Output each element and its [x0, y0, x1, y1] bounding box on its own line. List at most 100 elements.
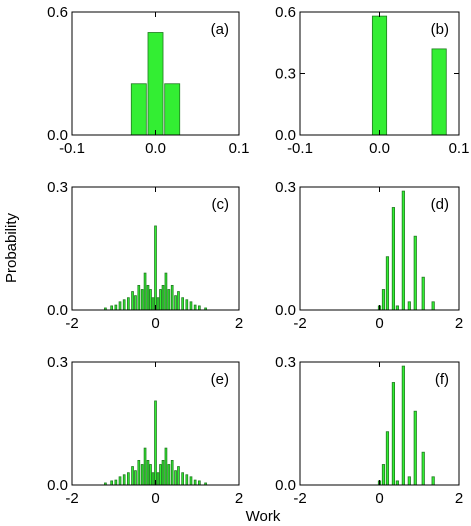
bar	[154, 225, 157, 311]
y-tick-label: 0.0	[47, 302, 68, 319]
bar	[185, 474, 189, 486]
bar	[177, 466, 180, 486]
bar	[161, 284, 165, 311]
bar	[391, 207, 396, 311]
bar	[114, 479, 118, 486]
x-tick-label: -2	[65, 490, 78, 507]
bar	[134, 295, 137, 311]
bar	[134, 470, 137, 486]
y-tick-label: 0.0	[47, 127, 68, 144]
bar	[189, 301, 193, 311]
x-tick-label: -2	[293, 490, 306, 507]
bar	[407, 301, 411, 311]
bar	[167, 464, 171, 486]
bar	[156, 297, 160, 311]
bar	[185, 299, 189, 311]
y-tick-label: 0.0	[275, 302, 296, 319]
panel-2: -2 0 2 0.0 0.3 (c)	[47, 179, 243, 332]
bar	[143, 447, 147, 486]
bar	[174, 295, 177, 311]
x-axis-title: Work	[246, 508, 281, 525]
x-tick-label: 0	[151, 315, 159, 332]
y-tick-label: 0.6	[47, 4, 68, 21]
x-tick-label: -2	[293, 315, 306, 332]
bar	[118, 301, 122, 311]
x-tick-label: 0	[375, 315, 383, 332]
panel-label: (d)	[431, 196, 449, 213]
panel-label: (f)	[435, 371, 449, 388]
bar	[413, 235, 417, 311]
bar	[197, 480, 201, 486]
bar	[140, 464, 144, 486]
x-tick-label: -0.1	[287, 140, 313, 157]
bar	[167, 289, 171, 311]
bar	[140, 289, 144, 311]
bar	[401, 190, 405, 311]
panel-label: (e)	[211, 371, 229, 388]
bar	[431, 48, 447, 136]
bar	[149, 464, 152, 486]
panel-4: -2 0 2 0.0 0.3 (e)	[47, 354, 243, 507]
x-tick-label: -2	[65, 315, 78, 332]
y-tick-label: 0.3	[275, 354, 296, 371]
bar	[170, 459, 174, 486]
y-tick-label: 0.3	[47, 179, 68, 196]
bar	[131, 291, 134, 311]
bar	[193, 304, 197, 311]
y-tick-label: 0.3	[275, 179, 296, 196]
bar	[401, 365, 405, 486]
x-tick-label: 2	[235, 315, 243, 332]
bar	[431, 301, 435, 311]
bar	[395, 305, 399, 311]
panel-label: (a)	[211, 21, 229, 38]
bar	[137, 459, 141, 486]
bar	[371, 15, 388, 136]
bar	[413, 410, 417, 486]
x-tick-label: 0.1	[229, 140, 250, 157]
bar	[174, 470, 177, 486]
bar	[154, 400, 157, 486]
x-tick-label: 0	[151, 490, 159, 507]
bar	[122, 299, 126, 311]
bar	[146, 459, 150, 486]
bar	[189, 476, 193, 486]
bar	[127, 472, 130, 486]
bar	[151, 472, 155, 486]
bar	[114, 304, 118, 311]
bar	[164, 83, 181, 136]
panels-group: -0.1 0.0 0.10.00.6(a)-0.1 0.0 0.10.00.30.6(b…	[47, 4, 469, 507]
bar	[170, 284, 174, 311]
bar	[130, 83, 147, 136]
bar	[159, 289, 162, 311]
bar	[127, 297, 130, 311]
bar	[385, 256, 390, 311]
bar	[147, 32, 164, 136]
x-tick-label: 0.0	[369, 140, 390, 157]
bar	[381, 464, 386, 486]
bar	[131, 466, 134, 486]
bar	[391, 382, 396, 486]
bar	[395, 480, 399, 486]
panel-3: -2 0 2 0.0 0.3 (d)	[275, 179, 463, 332]
x-tick-label: 0.1	[449, 140, 470, 157]
y-tick-label: 0.3	[275, 66, 296, 83]
panel-1: -0.1 0.0 0.10.00.30.6(b)	[275, 4, 469, 157]
y-tick-label: 0.0	[275, 477, 296, 494]
bar	[137, 284, 141, 311]
bar	[193, 479, 197, 486]
bar	[149, 289, 152, 311]
y-tick-label: 0.6	[275, 4, 296, 21]
bar	[122, 474, 126, 486]
bar	[161, 459, 165, 486]
bar	[181, 297, 184, 311]
bar	[146, 284, 150, 311]
bar	[143, 272, 147, 311]
bar	[110, 480, 114, 486]
panel-0: -0.1 0.0 0.10.00.6(a)	[47, 4, 249, 157]
bar	[159, 464, 162, 486]
bar	[385, 431, 390, 486]
panel-5: -2 0 2 0.0 0.3 (f)	[275, 354, 463, 507]
bar	[164, 272, 168, 311]
bar	[181, 472, 184, 486]
